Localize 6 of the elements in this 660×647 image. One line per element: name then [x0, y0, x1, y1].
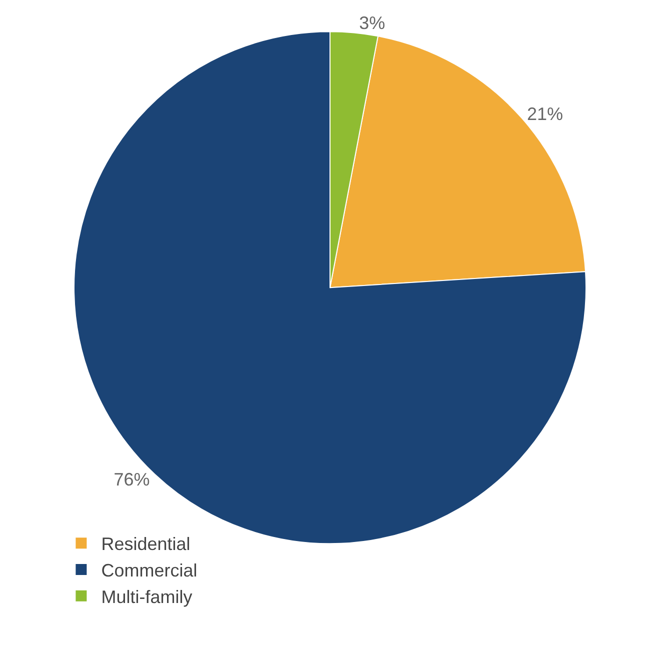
data-label: 76%	[114, 470, 150, 490]
legend-label: Residential	[101, 534, 190, 554]
legend-label: Multi-family	[101, 586, 192, 607]
data-label: 3%	[359, 12, 386, 33]
legend-label: Commercial	[101, 560, 198, 580]
data-label: 21%	[527, 104, 564, 124]
